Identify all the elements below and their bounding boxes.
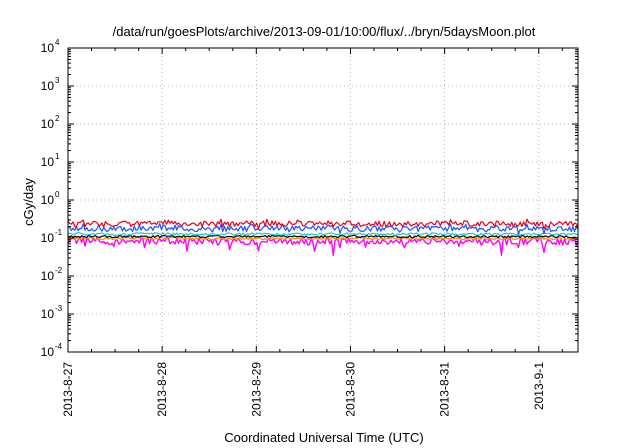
series-layer: [67, 218, 579, 257]
y-tick-label: 10: [41, 117, 55, 131]
grid: [68, 48, 578, 352]
x-tick-label: 2013-8-29: [249, 362, 263, 417]
x-tick-label: 2013-8-31: [438, 362, 452, 417]
series-line: [67, 223, 579, 235]
y-tick-label: 10: [41, 231, 55, 245]
series-line: [67, 232, 579, 236]
series-line: [67, 236, 579, 241]
y-tick-exponent: 0: [55, 190, 60, 199]
x-tick-label: 2013-8-30: [343, 362, 357, 417]
x-axis: 2013-8-27 2013-8-28 2013-8-29 2013-8-30 2013…: [61, 48, 563, 417]
y-tick-exponent: 2: [55, 114, 60, 123]
y-tick-label: 10: [41, 155, 55, 169]
y-tick-exponent: -4: [55, 342, 63, 351]
y-tick-label: 10: [41, 79, 55, 93]
x-tick-label: 2013-9-1: [532, 362, 546, 410]
y-tick-exponent: -2: [55, 266, 63, 275]
y-tick-label: 10: [41, 307, 55, 321]
x-axis-label: Coordinated Universal Time (UTC): [224, 430, 423, 445]
x-tick-label: 2013-8-28: [155, 362, 169, 417]
y-tick-exponent: 3: [55, 76, 60, 85]
chart-title: /data/run/goesPlots/archive/2013-09-01/1…: [113, 24, 536, 39]
y-tick-exponent: 1: [55, 152, 60, 161]
y-tick-exponent: 4: [55, 38, 60, 47]
y-tick-label: 10: [41, 269, 55, 283]
y-tick-exponent: -1: [55, 228, 63, 237]
x-tick-label: 2013-8-27: [61, 362, 75, 417]
y-tick-label: 10: [41, 41, 55, 55]
series-line: [67, 234, 578, 239]
series-line: [67, 218, 579, 230]
y-tick-exponent: -3: [55, 304, 63, 313]
series-line: [67, 236, 579, 257]
y-tick-label: 10: [41, 345, 55, 359]
y-tick-label: 10: [41, 193, 55, 207]
y-axis-label: cGy/day: [21, 178, 36, 226]
